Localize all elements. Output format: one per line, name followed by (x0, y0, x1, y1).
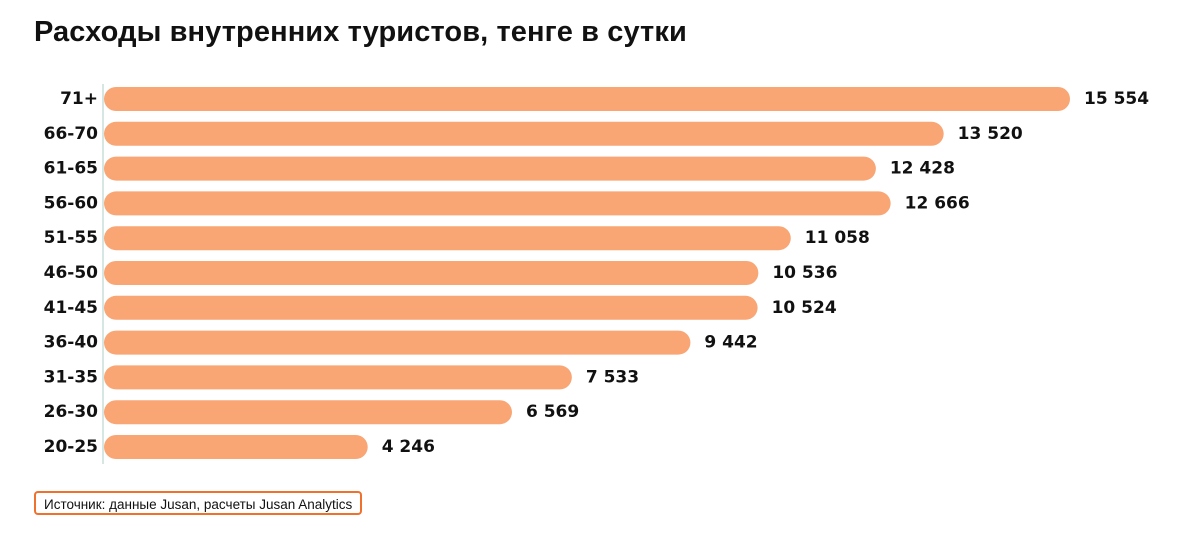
category-label: 20-25 (44, 437, 98, 457)
value-label: 15 554 (1084, 89, 1149, 109)
bar-row: 56-60 12 666 (44, 191, 970, 216)
bars-layer: 71+ 15 554 66-70 13 520 61-65 12 428 56-60 12 6… (44, 87, 1149, 459)
bar (104, 191, 891, 216)
bar-row: 41-45 10 524 (44, 295, 837, 320)
category-label: 36-40 (44, 333, 99, 353)
bar (104, 400, 512, 425)
chart-title: Расходы внутренних туристов, тенге в сут… (34, 16, 687, 48)
bar-row: 36-40 9 442 (44, 330, 758, 355)
value-label: 9 442 (704, 333, 757, 353)
bar (104, 87, 1070, 111)
bar-row: 51-55 11 058 (44, 226, 870, 251)
bar-row: 61-65 12 428 (44, 156, 955, 181)
category-label: 71+ (60, 89, 98, 109)
bar-row: 71+ 15 554 (60, 87, 1149, 111)
value-label: 11 058 (805, 228, 870, 248)
category-label: 61-65 (44, 159, 98, 179)
value-label: 13 520 (958, 124, 1023, 144)
value-label: 6 569 (526, 402, 579, 422)
bar-row: 20-25 4 246 (44, 435, 435, 459)
bar (104, 226, 791, 251)
bar-row: 66-70 13 520 (44, 121, 1023, 146)
value-label: 7 533 (586, 367, 639, 387)
category-label: 56-60 (44, 193, 99, 213)
category-label: 31-35 (44, 367, 98, 387)
bar (104, 435, 368, 459)
bar (104, 295, 758, 320)
category-label: 66-70 (44, 124, 99, 144)
value-label: 4 246 (382, 437, 435, 457)
bar (104, 121, 944, 146)
bar-row: 31-35 7 533 (44, 365, 639, 390)
bar-row: 46-50 10 536 (44, 261, 837, 285)
bar (104, 330, 691, 355)
value-label: 10 524 (772, 298, 837, 318)
value-label: 10 536 (772, 263, 837, 283)
bar (104, 365, 572, 390)
source-note: Источник: данные Jusan, расчеты Jusan An… (34, 491, 363, 515)
bar (104, 156, 876, 181)
value-label: 12 428 (890, 159, 955, 179)
category-label: 51-55 (44, 228, 98, 248)
bar-row: 26-30 6 569 (44, 400, 579, 425)
category-label: 41-45 (44, 298, 98, 318)
bar (104, 261, 759, 285)
value-label: 12 666 (905, 193, 970, 213)
category-label: 26-30 (44, 402, 99, 422)
category-label: 46-50 (44, 263, 99, 283)
